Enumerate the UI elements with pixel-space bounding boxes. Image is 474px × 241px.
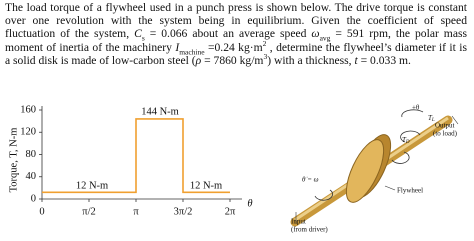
y-tick-label: 0 xyxy=(31,193,36,204)
diagram-label: TL xyxy=(428,114,435,124)
y-axis-label: Torque, T, N-m xyxy=(8,128,19,193)
leader xyxy=(451,115,459,125)
text-run: = 0.066 about an average speed xyxy=(144,27,312,41)
subscript: D xyxy=(405,140,410,145)
text-run: = 7860 kg/m xyxy=(201,53,264,67)
text-run: , determine the flywheel’s diameter if i… xyxy=(5,40,467,67)
superscript: 2 xyxy=(262,38,267,48)
x-tick-label: 2π xyxy=(225,206,236,217)
symbol: ω xyxy=(311,27,320,41)
subscript: machine xyxy=(179,46,205,56)
symbol: C xyxy=(134,27,142,41)
text-run: The load torque of a flywheel used in a … xyxy=(5,1,467,41)
diagram-label: (to load) xyxy=(433,130,458,138)
superscript: 3 xyxy=(263,51,268,61)
torque-line xyxy=(42,118,230,194)
symbol: t xyxy=(354,53,358,67)
y-tick-label: 120 xyxy=(20,127,36,138)
problem-text: The load torque of a flywheel used in a … xyxy=(5,1,467,67)
diagram-label: Output xyxy=(435,122,455,130)
x-tick-label: 3π/2 xyxy=(174,206,193,217)
load-arrow xyxy=(400,130,421,143)
text-run: = 591 rpm, the polar mass moment of iner… xyxy=(5,27,467,54)
annotation: 12 N-m xyxy=(190,180,222,191)
flywheel-diagram xyxy=(290,109,459,227)
symbol: T xyxy=(428,114,433,122)
symbol: I xyxy=(175,40,180,54)
theta-arrow xyxy=(401,109,424,118)
y-tick-label: 40 xyxy=(26,171,37,182)
y-tick-label: 160 xyxy=(20,104,36,115)
speed-arrow xyxy=(314,189,333,201)
symbol: T xyxy=(402,136,407,144)
subscript: avg xyxy=(319,33,331,43)
diagram-label: Input xyxy=(291,218,306,226)
text-run: = 0.033 m. xyxy=(357,53,411,67)
diagram-label: +θ xyxy=(412,104,420,112)
x-axis-label: θ xyxy=(247,198,252,209)
leader xyxy=(384,185,396,191)
flywheel-face xyxy=(345,139,385,203)
text-run: ) with a thickness, xyxy=(267,53,355,67)
diagram-label: (from driver) xyxy=(291,226,328,234)
subscript: s xyxy=(141,33,145,43)
y-tick-label: 80 xyxy=(26,149,37,160)
symbol: ρ xyxy=(195,53,202,67)
annotation: 12 N-m xyxy=(76,180,108,191)
diagram-label: Flywheel xyxy=(397,187,423,195)
x-tick-label: π/2 xyxy=(82,206,95,217)
diagram-label: θ̇ = ω xyxy=(302,176,319,184)
x-tick-label: π xyxy=(133,206,139,217)
diagram-label: TD xyxy=(402,136,410,146)
x-tick-label: 0 xyxy=(39,206,44,217)
annotation: 144 N-m xyxy=(141,106,179,117)
text-run: =0.24 kg·m xyxy=(204,40,263,54)
drive-arrow xyxy=(391,151,410,164)
subscript: L xyxy=(431,118,435,123)
